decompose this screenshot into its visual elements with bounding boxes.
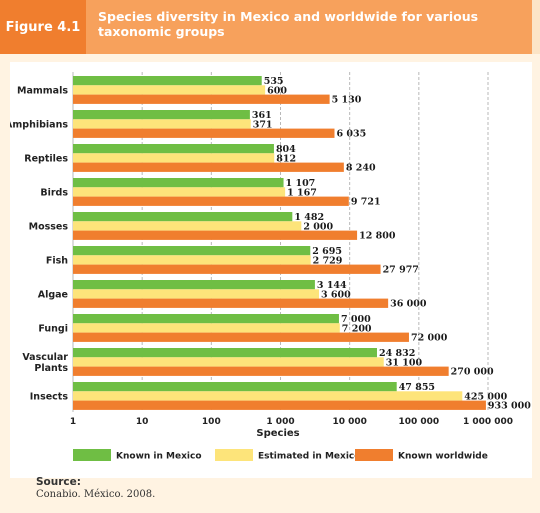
bar-0-5 — [73, 246, 311, 256]
value-label: 270 000 — [451, 367, 494, 378]
value-label: 27 977 — [383, 265, 419, 276]
bar-0-4 — [73, 212, 293, 222]
value-label: 31 100 — [386, 357, 423, 368]
value-label: 425 000 — [464, 391, 507, 402]
source-note: Source: Conabio. México. 2008. — [36, 476, 155, 502]
value-label: 2 729 — [313, 255, 343, 266]
bar-1-3 — [73, 187, 286, 197]
bar-2-4 — [73, 230, 358, 240]
value-label: 1 107 — [286, 178, 316, 189]
category-label: Fish — [46, 255, 68, 266]
value-label: 600 — [267, 85, 287, 96]
figure-title: Species diversity in Mexico and worldwid… — [86, 0, 532, 54]
bar-0-9 — [73, 382, 397, 392]
bar-0-2 — [73, 144, 274, 154]
value-label: 812 — [276, 153, 296, 164]
bar-2-5 — [73, 264, 381, 274]
bar-chart: Mammals Amphibians Reptiles Birds Mosses Fish… — [10, 72, 531, 462]
value-label: 72 000 — [411, 333, 448, 344]
bar-2-3 — [73, 196, 349, 206]
value-label: 2 000 — [303, 221, 333, 232]
x-tick-labels: 1 10 100 1 000 10 000 100 000 1 000 000 — [70, 417, 513, 427]
x-tick-label: 10 — [136, 417, 149, 427]
bar-2-0 — [73, 94, 330, 104]
value-label: 3 144 — [317, 280, 347, 291]
category-labels: Mammals Amphibians Reptiles Birds Mosses Fish… — [10, 85, 68, 402]
source-title: Source: — [36, 476, 81, 488]
legend-label: Estimated in Mexico — [258, 452, 360, 462]
bar-0-3 — [73, 178, 284, 188]
value-label: 7 000 — [341, 314, 371, 325]
bar-2-1 — [73, 128, 335, 138]
x-tick-label: 1 000 — [266, 417, 294, 427]
category-label: Birds — [40, 187, 68, 198]
x-tick-label: 1 000 000 — [463, 417, 513, 427]
bar-2-2 — [73, 162, 344, 172]
bar-1-7 — [73, 323, 340, 333]
figure-header: Figure 4.1 Species diversity in Mexico a… — [0, 0, 540, 54]
legend-label: Known in Mexico — [116, 452, 202, 462]
bar-1-8 — [73, 357, 384, 367]
category-label: Vascular — [22, 352, 68, 363]
value-label: 6 035 — [336, 129, 366, 140]
value-label: 5 130 — [332, 95, 362, 106]
x-tick-label: 100 000 — [398, 417, 439, 427]
value-label: 7 200 — [342, 323, 372, 334]
category-label: Mammals — [17, 85, 68, 96]
value-label: 1 482 — [294, 212, 324, 223]
bars — [73, 76, 486, 410]
bar-2-6 — [73, 298, 389, 308]
category-label: Amphibians — [10, 119, 68, 130]
bar-0-8 — [73, 348, 377, 358]
category-label: Mosses — [29, 221, 69, 232]
bar-1-1 — [73, 119, 251, 129]
value-label: 1 167 — [287, 187, 317, 198]
category-label: Reptiles — [24, 153, 68, 164]
value-label: 804 — [276, 144, 296, 155]
bar-2-7 — [73, 332, 409, 342]
legend-swatch — [215, 449, 253, 461]
bar-2-8 — [73, 366, 449, 376]
bar-0-6 — [73, 280, 315, 290]
bar-1-9 — [73, 391, 463, 401]
value-label: 933 000 — [488, 401, 531, 412]
value-label: 47 855 — [399, 382, 435, 393]
bar-1-4 — [73, 221, 302, 231]
legend-swatch — [355, 449, 393, 461]
x-tick-label: 100 — [202, 417, 221, 427]
bar-1-5 — [73, 255, 311, 265]
legend-label: Known worldwide — [398, 452, 488, 462]
chart-panel: Mammals Amphibians Reptiles Birds Mosses Fish… — [10, 62, 532, 478]
legend: Known in Mexico Estimated in Mexico Known … — [73, 449, 488, 462]
value-label: 2 695 — [312, 246, 342, 257]
bar-1-6 — [73, 289, 319, 299]
bar-1-2 — [73, 153, 275, 163]
category-label: Insects — [30, 391, 69, 402]
bar-0-7 — [73, 314, 339, 324]
bar-1-0 — [73, 85, 266, 95]
value-label: 361 — [252, 110, 272, 121]
figure-label: Figure 4.1 — [0, 0, 86, 54]
x-axis-title: Species — [256, 428, 299, 439]
category-label: Plants — [34, 363, 68, 374]
value-label: 535 — [264, 76, 284, 87]
category-label: Algae — [38, 289, 68, 300]
legend-swatch — [73, 449, 111, 461]
value-label: 371 — [253, 119, 273, 130]
category-label: Fungi — [38, 323, 68, 334]
value-label: 24 832 — [379, 348, 415, 359]
x-tick-label: 1 — [70, 417, 76, 427]
bar-0-0 — [73, 76, 262, 86]
value-label: 12 800 — [359, 231, 396, 242]
bar-2-9 — [73, 400, 486, 410]
source-text: Conabio. México. 2008. — [36, 489, 156, 500]
value-label: 36 000 — [390, 299, 427, 310]
value-label: 3 600 — [321, 289, 351, 300]
bar-0-1 — [73, 110, 250, 120]
x-tick-label: 10 000 — [332, 417, 366, 427]
value-label: 9 721 — [351, 197, 381, 208]
value-label: 8 240 — [346, 163, 376, 174]
